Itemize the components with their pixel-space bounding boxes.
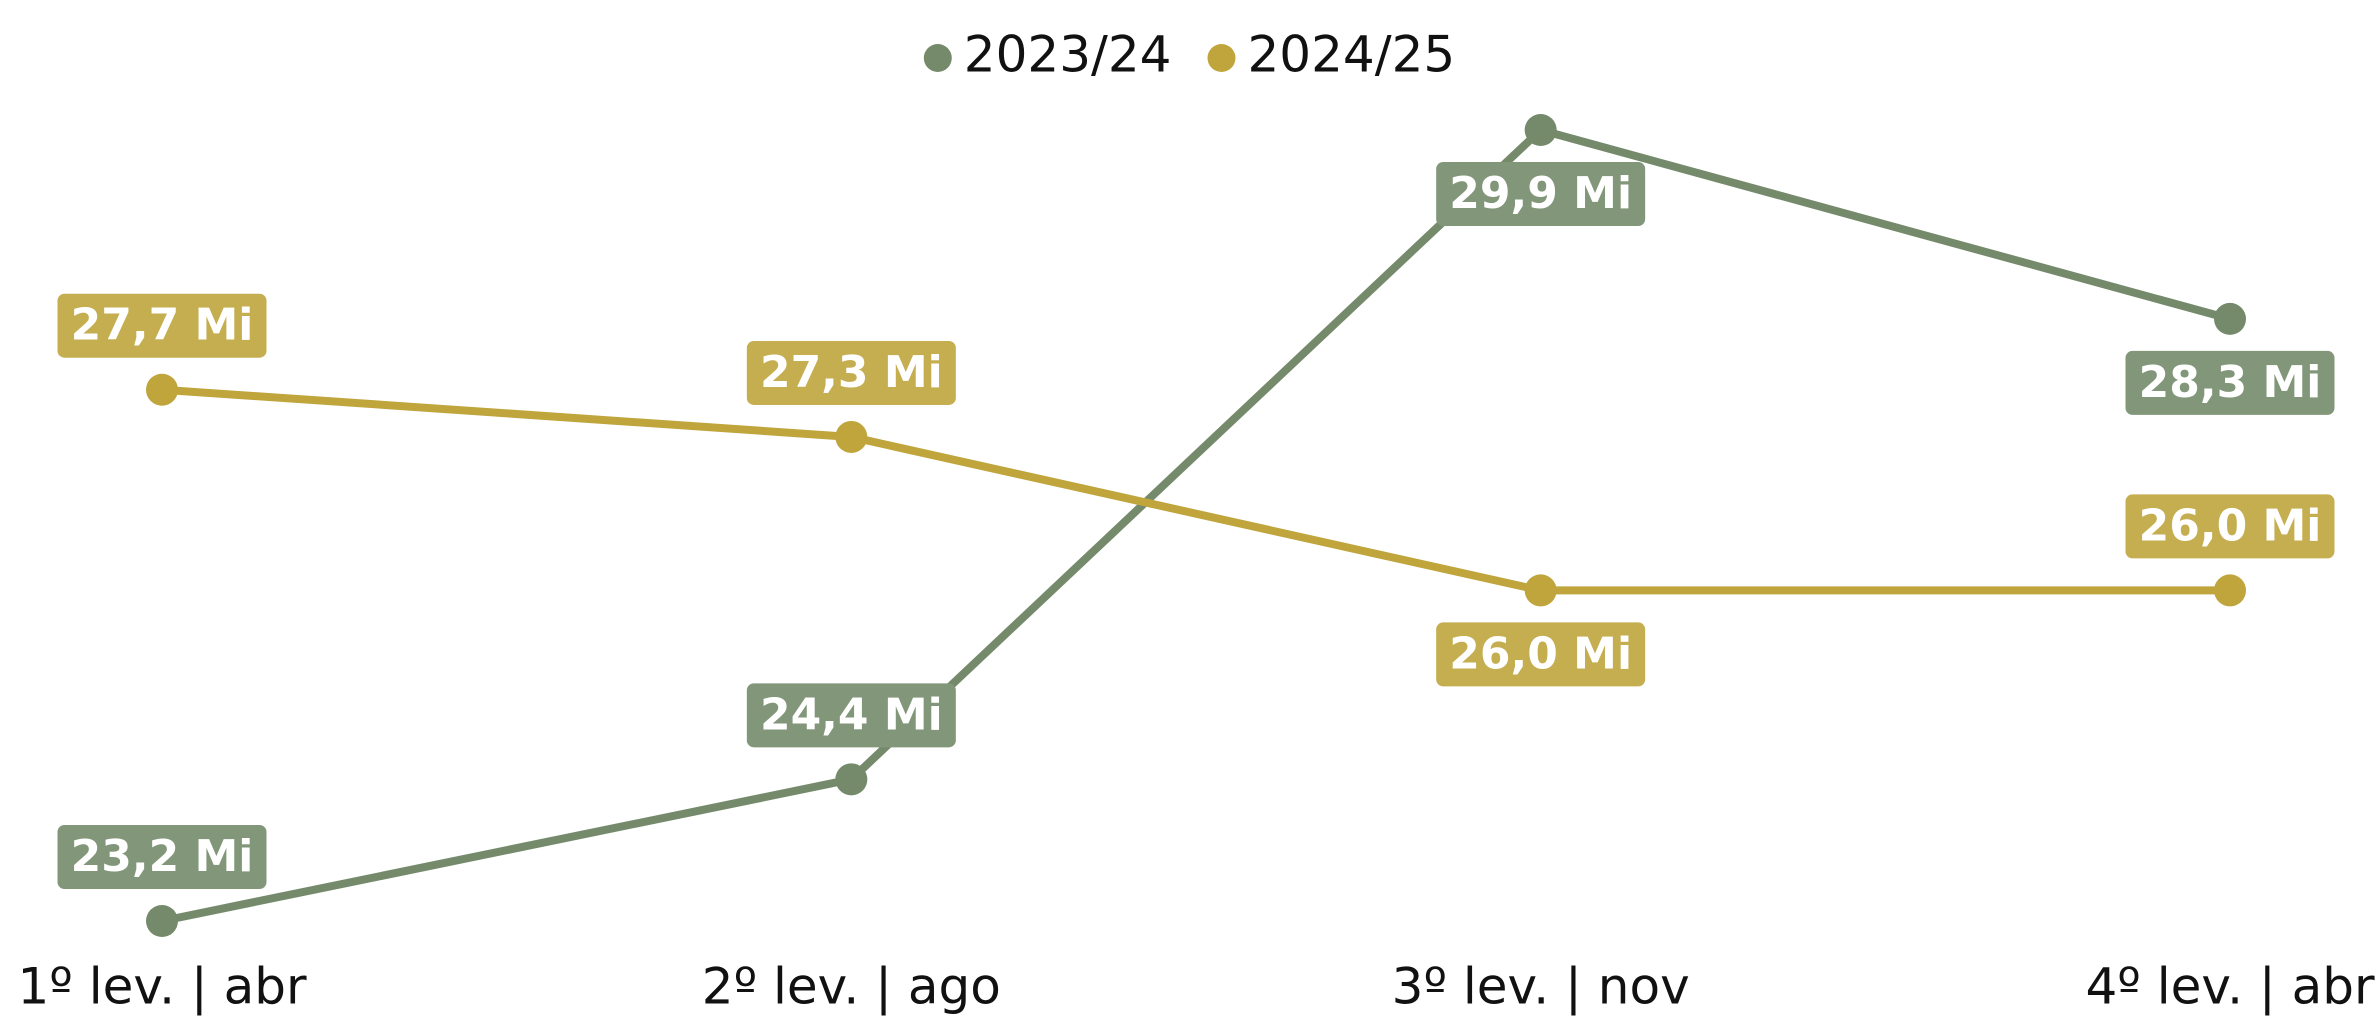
value-label-box (57, 293, 267, 358)
value-label: 24,4 Mi (760, 689, 943, 740)
series-line (161, 385, 2230, 595)
data-point (835, 763, 868, 796)
legend-marker (923, 44, 952, 72)
value-label: 23,2 Mi (71, 831, 254, 882)
legend-label: 2024/25 (1248, 26, 1456, 84)
value-label-box (2125, 494, 2335, 559)
value-label-box (1436, 162, 1646, 226)
value-label: 27,3 Mi (760, 347, 943, 398)
series-line (161, 126, 2232, 925)
x-tick-label: 2º lev. | ago (702, 958, 1001, 1016)
value-label: 29,9 Mi (1449, 168, 1632, 219)
value-label: 26,0 Mi (2139, 500, 2322, 551)
data-point (146, 373, 178, 406)
data-point (2214, 574, 2246, 607)
value-label: 27,7 Mi (71, 300, 254, 351)
data-point (2214, 302, 2246, 335)
value-label-box (1436, 622, 1646, 687)
value-label: 28,3 Mi (2139, 357, 2322, 408)
value-label-box (57, 825, 267, 889)
data-point (1524, 114, 1557, 146)
value-label: 26,0 Mi (1449, 628, 1632, 679)
legend: 2023/24 2024/25 (923, 26, 1456, 84)
value-label-box (746, 683, 956, 748)
data-point (146, 905, 178, 937)
x-tick-label: 4º lev. | abr (2085, 958, 2375, 1016)
data-point (835, 420, 868, 453)
value-label-box (2125, 350, 2335, 415)
x-tick-label: 3º lev. | nov (1392, 958, 1690, 1016)
x-tick-label: 1º lev. | abr (17, 958, 307, 1016)
legend-marker (1207, 44, 1236, 72)
value-label-box (746, 340, 956, 405)
legend-label: 2023/24 (964, 26, 1172, 84)
data-point (1524, 574, 1557, 607)
